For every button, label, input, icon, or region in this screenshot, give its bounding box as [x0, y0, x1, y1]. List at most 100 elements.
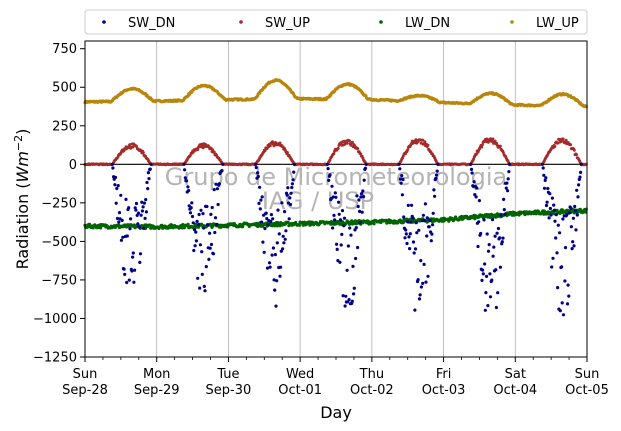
sw-dn-point	[406, 203, 410, 207]
sw-dn-point	[338, 218, 343, 222]
sw-up-point	[553, 145, 557, 148]
sw-dn-point	[483, 308, 487, 312]
sw-dn-point	[338, 260, 342, 264]
sw-dn-point	[145, 180, 149, 185]
sw-dn-point	[147, 177, 151, 181]
sw-dn-point	[558, 231, 562, 235]
sw-dn-point	[340, 209, 345, 213]
sw-dn-point	[361, 189, 365, 193]
sw-dn-point	[358, 221, 362, 225]
sw-dn-point	[413, 308, 417, 312]
sw-dn-point	[210, 205, 214, 210]
sw-dn-point	[506, 189, 510, 193]
sw-dn-point	[260, 195, 264, 199]
sw-dn-point	[208, 231, 212, 235]
sw-dn-point	[429, 239, 433, 243]
sw-dn-point	[281, 234, 285, 238]
sw-up-point	[561, 137, 565, 141]
sw-dn-point	[419, 285, 423, 289]
sw-dn-point	[549, 213, 553, 217]
sw-up-point	[493, 139, 497, 143]
sw-dn-point	[283, 210, 287, 214]
sw-dn-point	[256, 174, 260, 179]
legend: SW_DN SW_UP LW_DN LW_UP	[84, 9, 588, 35]
sw-dn-point	[543, 178, 547, 182]
sw-dn-point	[127, 206, 131, 210]
sw-dn-point	[131, 251, 135, 255]
sw-dn-point	[577, 177, 581, 182]
sw-up-point	[406, 148, 410, 152]
sw-dn-point	[356, 204, 360, 209]
sw-dn-point	[477, 199, 481, 203]
sw-dn-point	[487, 243, 491, 247]
y-axis-title-unit: Wm	[13, 151, 32, 182]
sw-dn-point	[496, 291, 500, 295]
sw-dn-point	[486, 304, 490, 308]
sw-dn-point	[183, 176, 187, 180]
sw-dn-point	[356, 245, 360, 250]
sw-dn-point	[206, 223, 210, 227]
sw-dn-point	[556, 223, 560, 227]
sw-dn-point	[117, 220, 121, 224]
sw-dn-point	[260, 220, 264, 224]
sw-dn-point	[268, 265, 272, 269]
sw-dn-point	[417, 228, 421, 232]
sw-dn-point	[548, 206, 553, 211]
sw-dn-point	[404, 228, 408, 232]
sw-dn-point	[428, 218, 432, 223]
sw-dn-point	[211, 252, 216, 256]
x-tick-label-date: Oct-04	[493, 383, 537, 398]
sw-dn-point	[199, 208, 203, 212]
x-tick-label-day: Sun	[73, 367, 98, 382]
sw-up-point	[480, 143, 484, 147]
sw-dn-point	[136, 211, 141, 215]
sw-dn-point	[328, 173, 332, 177]
sw-dn-point	[556, 286, 560, 290]
sw-dn-point	[399, 181, 403, 185]
sw-dn-point	[290, 182, 294, 186]
sw-dn-point	[481, 268, 485, 272]
sw-dn-point	[196, 223, 200, 227]
sw-dn-point	[277, 232, 281, 236]
sw-up-point	[489, 137, 493, 141]
sw-dn-point	[431, 223, 435, 227]
x-tick-label-day: Wed	[286, 367, 314, 382]
sw-dn-point	[146, 171, 150, 175]
sw-dn-point	[417, 297, 422, 301]
lw-dn-point	[488, 215, 492, 219]
sw-dn-point	[469, 167, 474, 171]
sw-dn-point	[208, 246, 212, 250]
sw-up-point	[575, 153, 578, 157]
sw-dn-point	[547, 216, 551, 220]
sw-dn-point	[212, 188, 216, 192]
sw-dn-point	[325, 162, 329, 166]
sw-dn-point	[495, 231, 499, 235]
sw-dn-point	[408, 247, 412, 251]
watermark: Grupo de Micrometeorologia IAG / USP	[165, 163, 507, 215]
sw-up-point	[278, 141, 282, 145]
lw-dn-point	[536, 209, 541, 213]
sw-dn-point	[431, 211, 435, 215]
sw-dn-point	[415, 231, 419, 235]
sw-dn-point	[122, 267, 126, 271]
sw-dn-point	[578, 175, 582, 179]
sw-dn-point	[422, 262, 426, 266]
sw-dn-point	[482, 218, 486, 222]
sw-dn-point	[337, 200, 341, 204]
sw-dn-point	[506, 177, 510, 181]
sw-dn-point	[342, 224, 346, 228]
sw-dn-point	[142, 226, 146, 230]
sw-dn-point	[215, 187, 219, 191]
sw-up-point	[347, 139, 351, 143]
sw-up-point	[196, 148, 200, 151]
sw-up-point	[131, 145, 135, 149]
sw-dn-point	[552, 208, 557, 212]
sw-dn-point	[359, 192, 364, 196]
sw-dn-point	[491, 254, 495, 258]
sw-dn-point	[571, 216, 576, 220]
sw-dn-point	[490, 218, 495, 222]
sw-dn-point	[194, 230, 198, 234]
sw-dn-point	[148, 167, 152, 171]
sw-dn-point	[579, 170, 583, 174]
sw-dn-point	[426, 274, 430, 278]
